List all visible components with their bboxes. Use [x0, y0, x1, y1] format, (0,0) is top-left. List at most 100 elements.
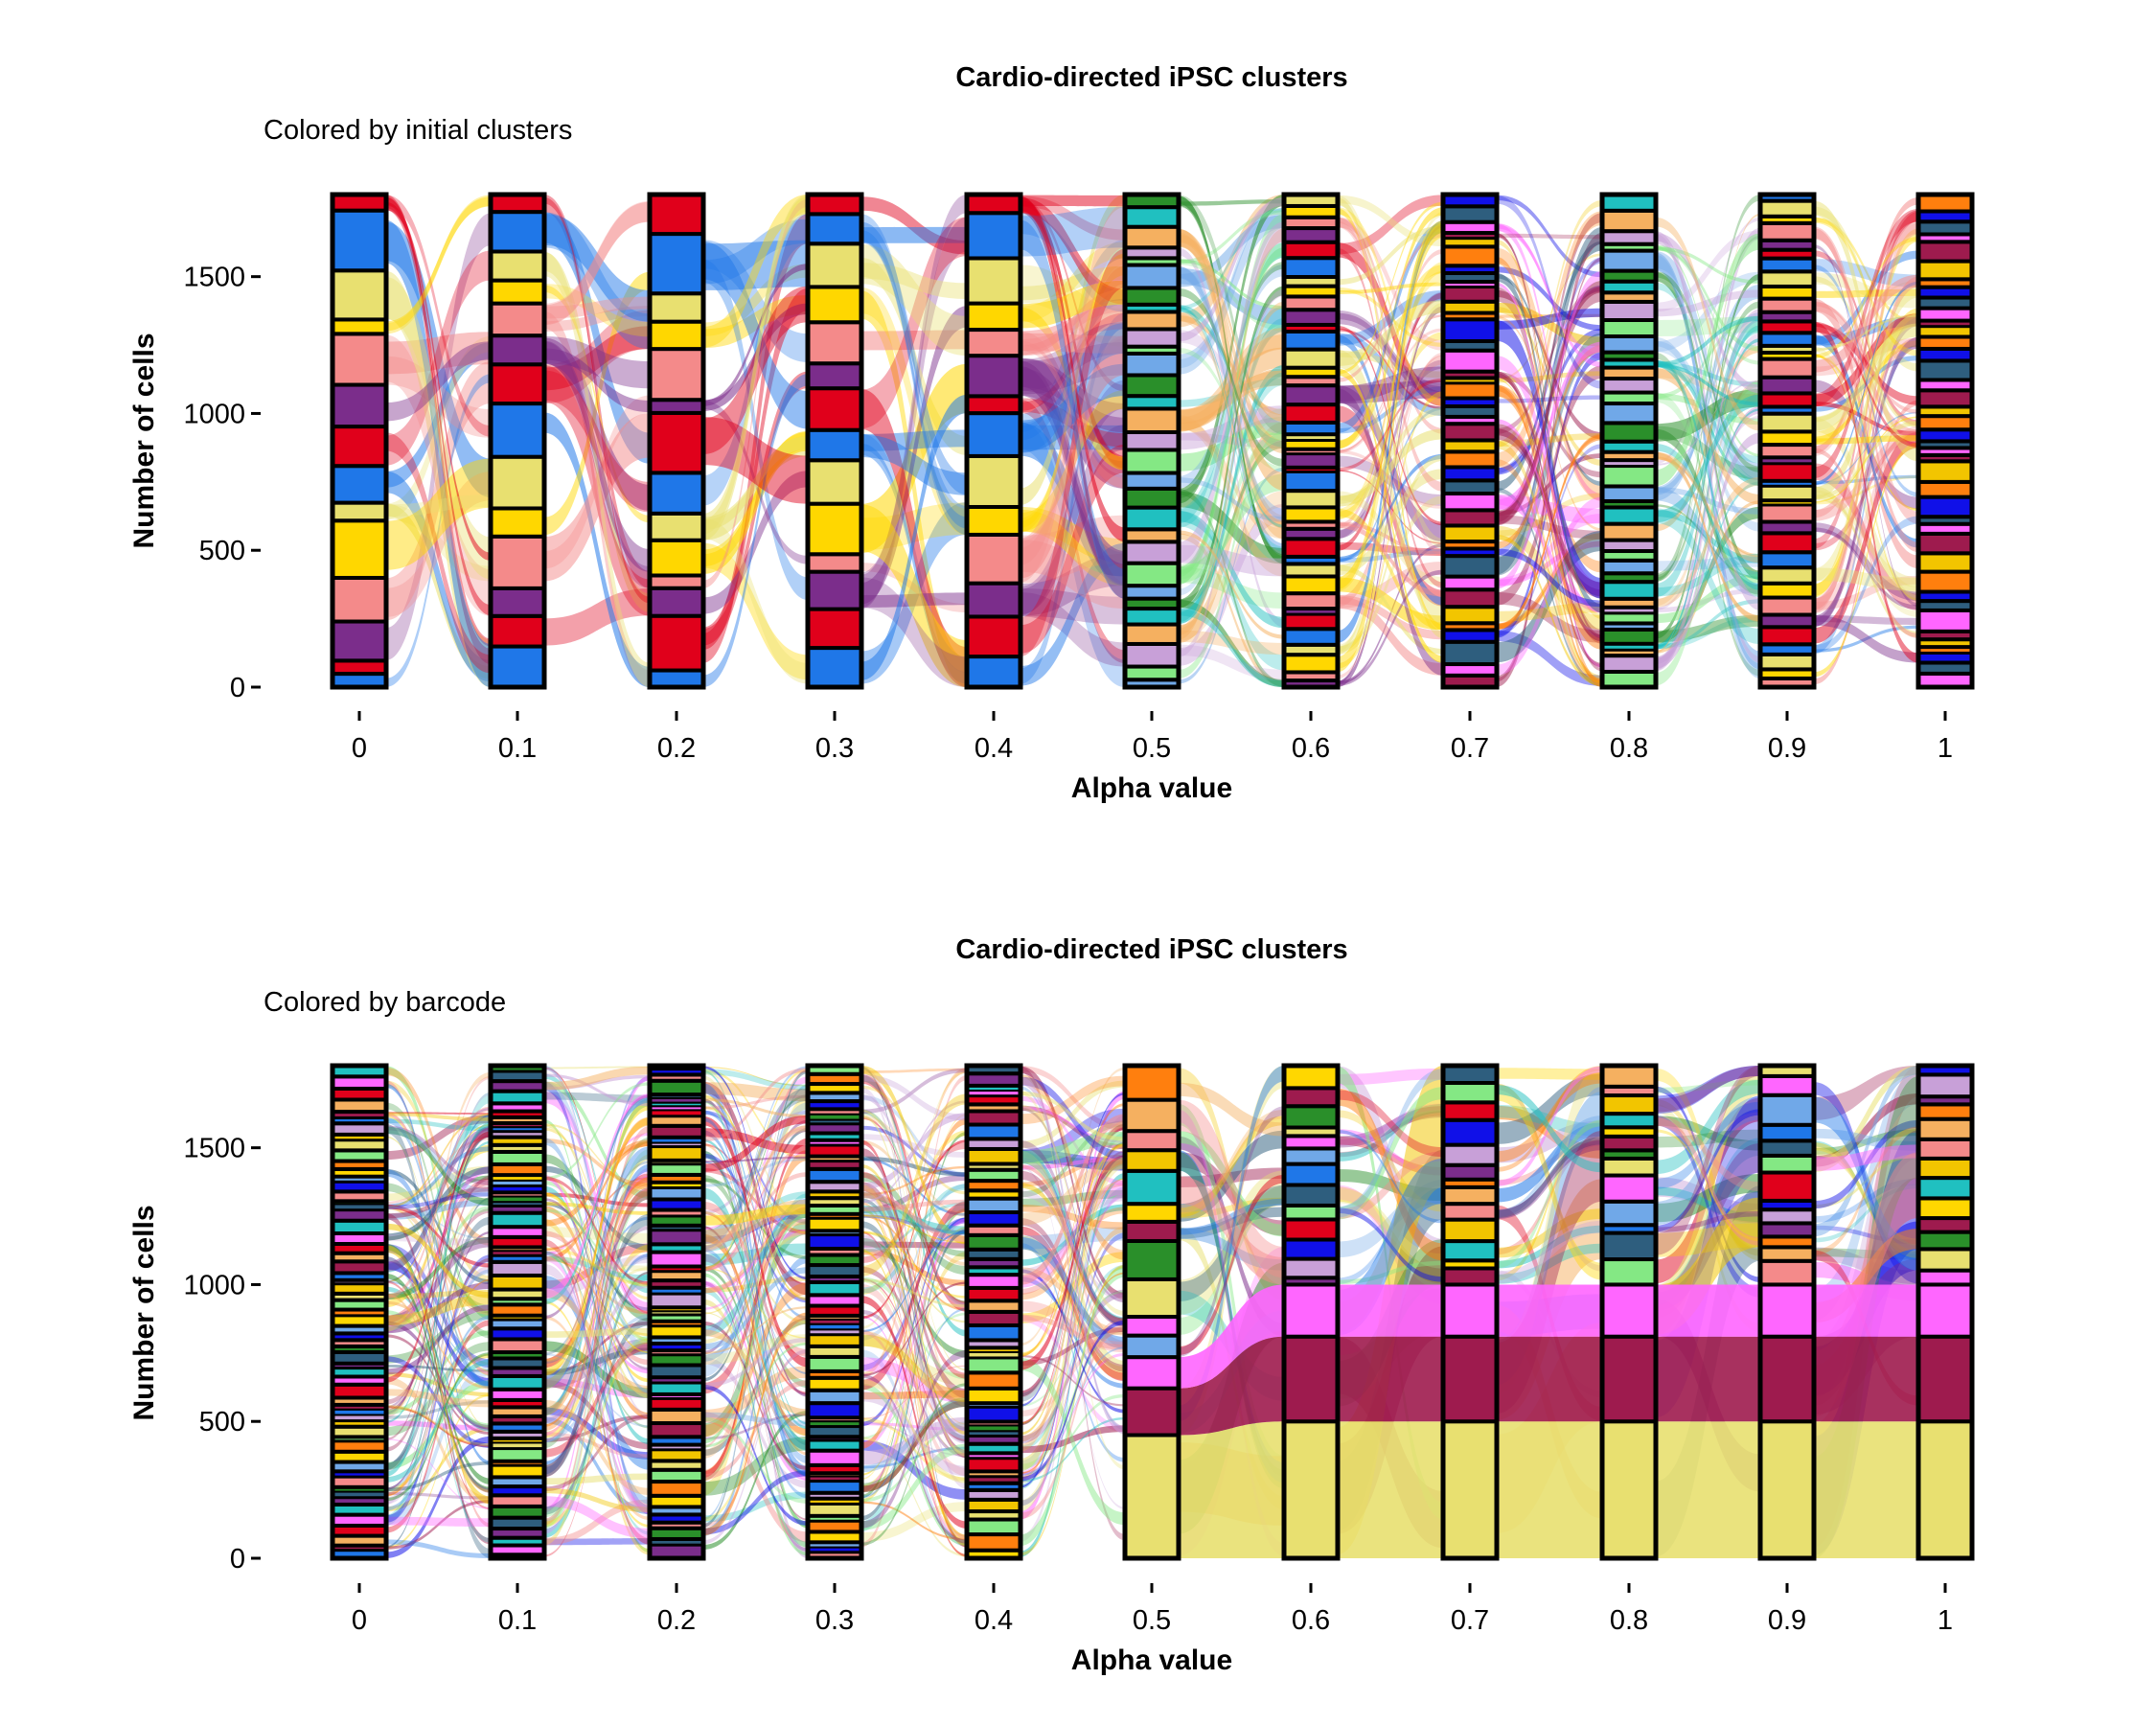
alluvium-flow [861, 1421, 967, 1457]
stratum [965, 614, 1022, 659]
alluvium-flow [544, 341, 650, 588]
alluvium-flow [386, 1539, 491, 1558]
stratum [648, 1291, 705, 1310]
alluvium-flow [703, 1411, 808, 1550]
alluvium-flow [386, 1365, 491, 1526]
alluvium-flow [1021, 1114, 1125, 1285]
stratum [1282, 256, 1340, 280]
alluvium-flow [1021, 1193, 1125, 1477]
alluvium-flow [1021, 312, 1125, 411]
alluvium-flow [1338, 291, 1443, 539]
alluvium-flow [703, 1218, 808, 1294]
stratum [1441, 348, 1499, 374]
alluvium-flow [703, 1334, 808, 1365]
stratum [489, 1373, 546, 1392]
alluvium-flow [861, 1416, 967, 1465]
alluvium-flow [1338, 1090, 1443, 1158]
alluvium-flow [861, 1437, 967, 1557]
stratum [1758, 531, 1816, 555]
alluvium-flow [1179, 365, 1284, 624]
stratum [489, 1259, 546, 1277]
alluvium-flow-dominant [1179, 1336, 1284, 1436]
stratum [1282, 1237, 1340, 1261]
stratum [1441, 236, 1499, 249]
alluvium-flow [861, 1075, 967, 1548]
alluvium-flow [1497, 496, 1602, 676]
alluvium-flow [861, 1214, 967, 1244]
x-tick-label: 0.2 [657, 733, 696, 764]
alluvium-flow [861, 1066, 967, 1547]
alluvium-flow [544, 1094, 650, 1320]
stratum [1282, 240, 1340, 261]
alluvium-flow [703, 1202, 808, 1357]
stratum [1123, 448, 1181, 475]
stratum [1758, 483, 1816, 503]
alluvium-flow [861, 1357, 967, 1404]
alluvium-flow [1656, 363, 1760, 406]
alluvium-flow [1338, 1103, 1443, 1162]
alluvium-flow [544, 1251, 650, 1374]
alluvium-flow [544, 1338, 650, 1528]
alluvium-flow [1497, 352, 1602, 638]
alluvium-flow [1814, 222, 1918, 456]
stratum [1916, 1116, 1974, 1141]
alluvium-flow [1338, 1129, 1443, 1175]
alluvium-flow [861, 1139, 967, 1548]
stratum [1123, 622, 1181, 646]
stratum [648, 291, 705, 324]
alluvium-flow [861, 1182, 967, 1399]
alluvium-flow [1497, 459, 1602, 687]
alluvium-flow [386, 1080, 491, 1528]
alluvium-flow [1814, 1148, 1918, 1246]
chart-subtitle: Colored by barcode [264, 987, 506, 1018]
alluvium-flow [1814, 272, 1918, 309]
alluvium-flow [1497, 495, 1602, 613]
alluvium-flow [1338, 1208, 1443, 1282]
x-axis: 0 0.1 0.2 0.3 0.4 0.5 0.6 0.7 0.8 0.9 1 [352, 1583, 1953, 1636]
alluvium-flow [1179, 405, 1284, 450]
stratum [1441, 508, 1499, 528]
alluvium-flow [386, 1438, 491, 1509]
stratum [489, 586, 546, 618]
x-tick-label: 0.6 [1292, 733, 1330, 764]
alluvium-flow [861, 1296, 967, 1529]
alluvium-flow [861, 1208, 967, 1503]
alluvium-flow [703, 1342, 808, 1448]
stratum-column [1281, 192, 1341, 690]
alluvium-flow [1179, 301, 1284, 635]
stratum [1758, 1334, 1816, 1424]
stratum-outline [647, 1063, 706, 1561]
alluvium-flow [1179, 1228, 1284, 1271]
stratum-column [330, 1063, 389, 1561]
alluvium-flow [1656, 1138, 1760, 1305]
alluvium-flow [386, 1212, 491, 1545]
alluvium-flow [861, 1068, 967, 1115]
alluvium-flow [861, 1227, 967, 1476]
alluvium-flow [1021, 1132, 1125, 1489]
stratum [965, 193, 1022, 216]
alluvium-flow [1179, 324, 1284, 596]
alluvium-flow [1497, 289, 1602, 440]
y-axis-label: Number of cells [128, 1205, 160, 1420]
alluvium-flow [861, 263, 967, 299]
stratum [648, 319, 705, 352]
alluvium-flow [544, 1066, 650, 1070]
alluvium-flow [1179, 259, 1284, 332]
alluvium-flow [1021, 265, 1125, 565]
stratum [1123, 584, 1181, 601]
alluvium-flow [703, 240, 808, 363]
alluvium-flow [544, 1327, 650, 1338]
stratum-outline [1915, 1063, 1975, 1561]
alluvium-flow [1021, 1155, 1125, 1370]
alluvium-flow [1338, 522, 1443, 597]
stratum-column [805, 192, 864, 690]
alluvium-flow [861, 1390, 967, 1400]
alluvium-flow [1021, 363, 1125, 452]
stratum [331, 208, 388, 273]
stratum [806, 1501, 863, 1518]
alluvium-flow [1656, 316, 1760, 336]
chart-title: Cardio-directed iPSC clusters [955, 934, 1347, 965]
x-tick-label: 0.3 [815, 1605, 854, 1636]
alluvium-flow [1497, 356, 1602, 597]
stratum [331, 317, 388, 336]
